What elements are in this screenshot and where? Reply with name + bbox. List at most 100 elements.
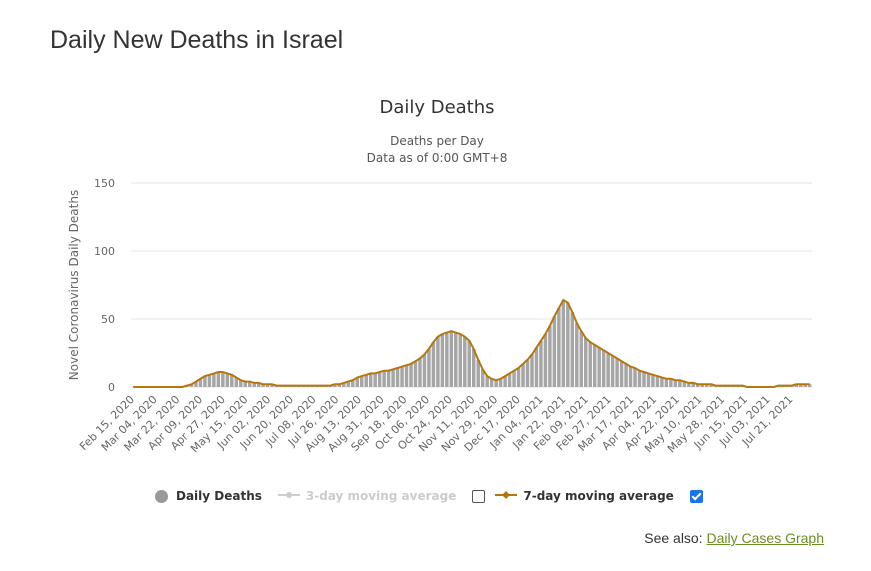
bar[interactable] [431,342,436,387]
bar[interactable] [489,378,494,387]
bar[interactable] [794,384,799,387]
bar[interactable] [400,366,404,387]
bar[interactable] [445,332,449,387]
bar[interactable] [458,333,463,387]
bar[interactable] [494,380,498,387]
bar[interactable] [485,376,489,387]
bar[interactable] [696,384,700,387]
bar[interactable] [566,302,570,387]
bar[interactable] [386,370,391,387]
bar[interactable] [337,384,342,387]
bar[interactable] [615,358,619,387]
bar[interactable] [436,336,440,387]
bar[interactable] [355,377,359,387]
bar[interactable] [534,347,539,387]
bar[interactable] [480,369,485,387]
bar[interactable] [256,382,261,387]
bar[interactable] [619,361,624,387]
bar[interactable] [539,340,543,387]
ma3-checkbox[interactable] [472,489,486,503]
bar[interactable] [624,363,628,387]
legend-3day-average[interactable]: 3-day moving average [277,489,456,503]
bar[interactable] [543,333,548,387]
bar[interactable] [427,348,431,387]
bar[interactable] [669,378,673,387]
bar[interactable] [467,340,471,387]
bar[interactable] [368,373,373,387]
bar[interactable] [637,370,642,387]
bar[interactable] [642,372,646,387]
bar[interactable] [503,376,507,387]
ma7-line[interactable] [133,298,810,388]
bar[interactable] [704,384,709,387]
bar[interactable] [799,384,803,387]
bar[interactable] [516,367,521,387]
bar[interactable] [221,372,225,387]
bar[interactable] [333,384,337,387]
bar[interactable] [592,344,597,387]
bar[interactable] [373,373,377,387]
bar[interactable] [687,382,691,387]
bar[interactable] [243,381,247,387]
bar[interactable] [557,308,561,387]
ma7-series[interactable] [133,298,810,388]
bar[interactable] [575,323,579,387]
bar[interactable] [476,359,480,387]
bar[interactable] [395,367,400,387]
bar[interactable] [413,361,418,387]
bar[interactable] [525,359,530,387]
bar[interactable] [203,376,207,387]
daily-cases-graph-link[interactable]: Daily Cases Graph [706,530,825,546]
bar[interactable] [351,380,355,387]
legend-7day-average[interactable]: 7-day moving average [495,489,674,503]
bar[interactable] [673,380,678,387]
ma7-checkbox[interactable] [689,489,703,503]
bar[interactable] [633,367,637,387]
bar[interactable] [808,384,812,387]
bar[interactable] [803,384,808,387]
bar[interactable] [346,381,351,387]
bar[interactable] [270,384,274,387]
bar[interactable] [472,348,476,387]
bar[interactable] [382,370,386,387]
bar[interactable] [651,374,655,387]
bar[interactable] [377,372,382,387]
bar[interactable] [230,374,234,387]
bar[interactable] [194,381,198,387]
bar[interactable] [610,355,615,387]
bar[interactable] [601,350,606,387]
bar[interactable] [463,336,467,387]
bar[interactable] [216,372,221,387]
bar[interactable] [628,366,633,387]
bar[interactable] [700,384,704,387]
bar[interactable] [449,331,454,387]
bar[interactable] [709,384,713,387]
bar[interactable] [265,384,270,387]
bar[interactable] [454,332,458,387]
bar[interactable] [247,381,252,387]
bar[interactable] [664,378,669,387]
bar[interactable] [418,358,422,387]
daily-deaths-bars[interactable] [185,299,812,387]
bar[interactable] [252,382,256,387]
bar[interactable] [579,331,584,387]
bar[interactable] [212,373,216,387]
bar[interactable] [521,363,525,387]
bar[interactable] [261,384,265,387]
bar[interactable] [234,377,239,387]
bar[interactable] [588,342,592,387]
bar[interactable] [498,378,503,387]
bar[interactable] [225,373,230,387]
bar[interactable] [364,374,368,387]
bar[interactable] [359,376,364,387]
bar[interactable] [207,374,212,387]
bar[interactable] [655,376,660,387]
bar[interactable] [198,378,203,387]
bar[interactable] [678,380,682,387]
bar[interactable] [597,347,601,387]
bar[interactable] [507,373,512,387]
bar[interactable] [530,354,534,387]
bar[interactable] [570,312,575,387]
bar[interactable] [660,377,664,387]
bar[interactable] [548,325,552,387]
